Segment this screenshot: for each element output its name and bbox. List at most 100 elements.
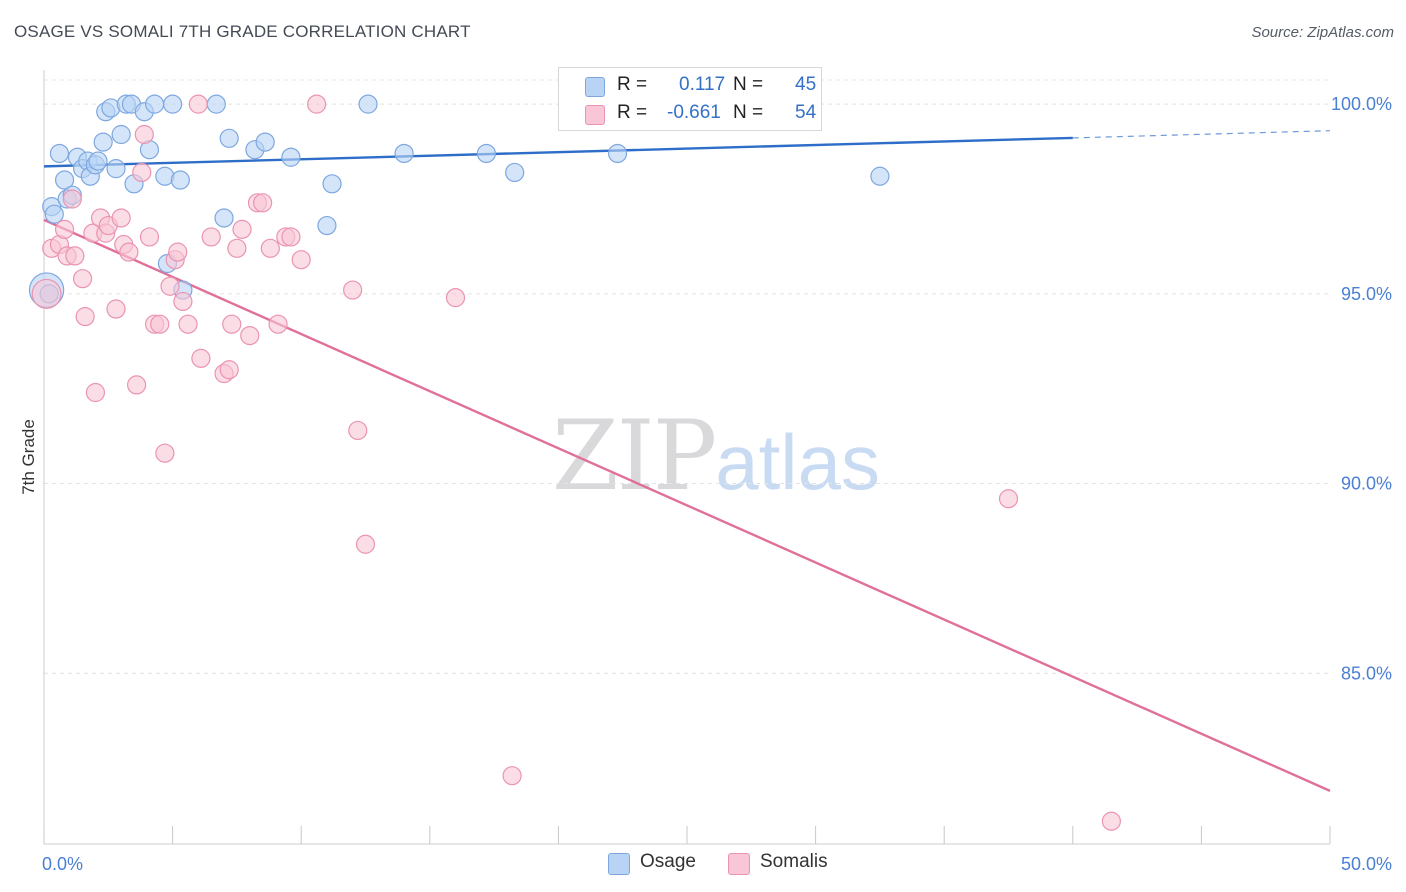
somalis-point [253,193,273,213]
somalis-point [998,489,1019,509]
osage-point [476,143,496,164]
axes [43,70,1331,845]
gridlines [44,79,1330,674]
osage-n-value: 45 [795,74,817,95]
osage-swatch [585,77,605,97]
osage-r-label: R = [617,74,648,95]
somalis-point [281,227,301,247]
somalis-point [188,94,208,114]
osage-r-value: 0.117 [679,74,726,95]
somalis-point [240,325,260,346]
somalis-point [291,250,311,270]
watermark-atlas: atlas [715,418,880,506]
y-tick-label: 85.0% [1341,663,1392,683]
osage-point [870,166,890,186]
osage-point [93,132,113,152]
somalis-n-value: 54 [795,102,817,123]
somalis-point [111,208,131,228]
somalis-point [126,375,147,395]
y-tick-label: 100.0% [1331,94,1392,114]
tick-labels: 85.0% 90.0% 95.0% 100.0% 0.0% 50.0% 7th Grade [19,94,1392,874]
osage-point [219,128,239,148]
somalis-trend-line [43,218,1331,792]
somalis-point [65,246,85,266]
somalis-point [168,242,188,262]
somalis-point [160,276,180,296]
y-tick-label: 90.0% [1341,474,1392,494]
somalis-point [502,766,522,786]
somalis-legend-swatch [728,853,750,875]
somalis-point [201,227,221,247]
osage-point [317,215,337,236]
somalis-point [134,124,154,145]
osage-point [322,174,342,194]
somalis-point [191,348,211,368]
x-tick-label: 50.0% [1341,854,1392,874]
somalis-point [85,382,106,403]
somalis-point [355,534,376,554]
somalis-point [62,189,82,209]
osage-point [281,147,301,167]
somalis-n-label: N = [733,102,764,123]
osage-point [111,124,131,145]
somalis-point [72,269,93,289]
somalis-swatch [585,105,605,125]
osage-point [505,162,525,183]
trend-lines [43,130,1331,792]
osage-point [88,151,108,171]
somalis-point [31,278,62,309]
osage-point [144,94,165,114]
osage-legend-swatch [608,853,630,875]
somalis-point [155,443,175,463]
osage-point [255,132,275,152]
y-tick-label: 95.0% [1341,284,1392,304]
somalis-point [260,238,280,258]
data-points [28,94,1121,831]
somalis-point [268,314,288,334]
osage-point [170,170,190,190]
osage-point [214,208,234,228]
somalis-point [173,291,193,312]
somalis-point [54,219,75,239]
somalis-point [227,238,247,258]
osage-n-label: N = [733,74,764,95]
osage-point [358,94,378,114]
somalis-point [445,288,466,308]
somalis-point [132,162,152,183]
osage-point [44,204,64,224]
somalis-r-label: R = [617,102,648,123]
osage-point [607,143,628,164]
osage-trend-line [43,136,1073,168]
osage-point [163,94,183,114]
osage-point [206,94,226,114]
osage-point [49,143,70,164]
y-axis-label: 7th Grade [19,419,38,495]
somalis-point [307,94,327,114]
x-tick-label: 0.0% [42,854,83,874]
stats-legend: R = 0.117 N = 45 R = -0.661 N = 54 [558,67,822,131]
somalis-point [150,314,170,334]
watermark: ZIPatlas [552,400,880,512]
somalis-point [119,242,139,262]
watermark-zip: ZIP [552,400,717,512]
osage-legend-label: Osage [640,851,696,872]
somalis-r-value: -0.661 [667,102,721,123]
osage-point [106,159,126,179]
somalis-point [178,314,198,334]
somalis-point [348,420,368,441]
somalis-point [219,360,239,380]
somalis-point [139,227,160,247]
somalis-point [232,219,252,239]
somalis-point [343,280,363,300]
osage-point [54,170,75,190]
somalis-point [75,307,95,327]
somalis-point [1101,811,1121,831]
source-credit: Source: ZipAtlas.com [1251,24,1394,41]
somalis-point [222,314,242,334]
somalis-legend-label: Somalis [760,851,828,872]
chart-title: OSAGE VS SOMALI 7TH GRADE CORRELATION CH… [14,22,471,41]
somalis-point [106,299,126,319]
osage-point [394,143,414,164]
osage-trend-extension [1072,130,1331,139]
